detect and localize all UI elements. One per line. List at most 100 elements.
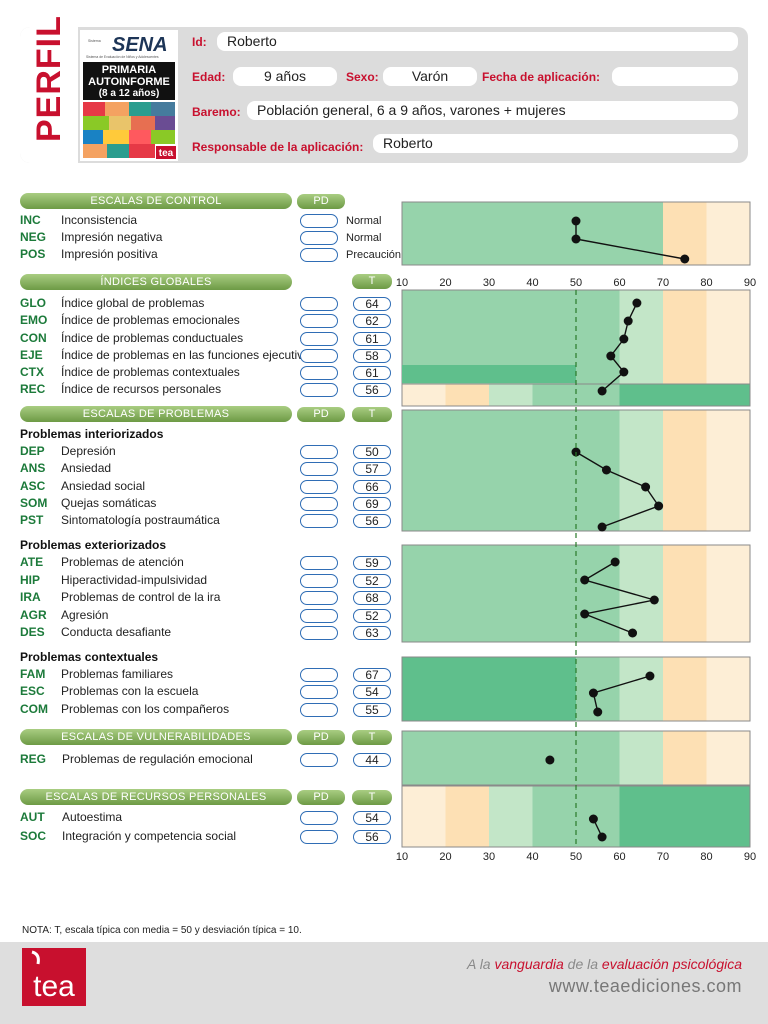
- section-recursos: ESCALAS DE RECURSOS PERSONALES: [20, 789, 292, 805]
- pd-field-eje[interactable]: [300, 349, 338, 363]
- point-rec: [597, 386, 607, 396]
- interiorizados-bands: [401, 409, 751, 532]
- sexo-field[interactable]: Varón: [383, 67, 477, 86]
- status-neg: Normal: [346, 232, 382, 244]
- t-field-com[interactable]: 55: [353, 703, 391, 717]
- control-bands: [401, 201, 751, 266]
- contextuales-bands: [401, 656, 751, 722]
- t-field-des[interactable]: 63: [353, 626, 391, 640]
- t-field-dep[interactable]: 50: [353, 445, 391, 459]
- nota-text: NOTA: T, escala típica con media = 50 y …: [22, 925, 302, 936]
- logo-publisher: tea: [159, 148, 174, 159]
- scale-abbr-inc: INC: [20, 213, 41, 227]
- fecha-field[interactable]: [612, 67, 738, 86]
- t-field-con[interactable]: 61: [353, 332, 391, 346]
- pd-field-ira[interactable]: [300, 591, 338, 605]
- t-field-esc[interactable]: 54: [353, 685, 391, 699]
- responsable-field[interactable]: Roberto: [373, 134, 738, 153]
- axis-bottom-tick-40: 40: [526, 851, 538, 863]
- pd-field-fam[interactable]: [300, 668, 338, 682]
- profile-chart: 10 20 30 40 50 60 70 80 90 10 20 30 40 50 60 70 80 90: [396, 201, 756, 863]
- point-aut: [588, 814, 598, 824]
- scale-abbr-asc: ASC: [20, 479, 46, 493]
- t-field-ate[interactable]: 59: [353, 556, 391, 570]
- pd-field-dep[interactable]: [300, 445, 338, 459]
- baremo-label: Baremo:: [192, 105, 241, 119]
- pd-field-glo[interactable]: [300, 297, 338, 311]
- t-field-asc[interactable]: 66: [353, 480, 391, 494]
- scale-name-ctx: Índice de problemas contextuales: [61, 365, 240, 379]
- svg-text:PERFIL: PERFIL: [30, 16, 68, 142]
- t-field-agr[interactable]: 52: [353, 609, 391, 623]
- pd-field-inc[interactable]: [300, 214, 338, 228]
- t-field-som[interactable]: 69: [353, 497, 391, 511]
- scale-abbr-pst: PST: [20, 513, 44, 527]
- scale-abbr-com: COM: [20, 702, 48, 716]
- pd-field-des[interactable]: [300, 626, 338, 640]
- t-field-pst[interactable]: 56: [353, 514, 391, 528]
- t-field-reg[interactable]: 44: [353, 753, 391, 767]
- pd-field-con[interactable]: [300, 332, 338, 346]
- scale-abbr-esc: ESC: [20, 684, 45, 698]
- t-column-label: T: [352, 790, 392, 805]
- baremo-field[interactable]: Población general, 6 a 9 años, varones +…: [247, 101, 738, 120]
- scale-abbr-ctx: CTX: [20, 365, 44, 379]
- t-field-eje[interactable]: 58: [353, 349, 391, 363]
- pd-field-soc[interactable]: [300, 830, 338, 844]
- scale-name-agr: Agresión: [61, 608, 109, 622]
- pd-field-aut[interactable]: [300, 811, 338, 825]
- pd-field-com[interactable]: [300, 703, 338, 717]
- scale-name-eje: Índice de problemas en las funciones eje…: [61, 348, 316, 362]
- scale-name-pst: Sintomatología postraumática: [61, 513, 220, 527]
- responsable-label: Responsable de la aplicación:: [192, 140, 364, 154]
- scale-abbr-hip: HIP: [20, 573, 41, 587]
- pd-field-neg[interactable]: [300, 231, 338, 245]
- scale-name-emo: Índice de problemas emocionales: [61, 313, 240, 327]
- logo-puzzle-art: [83, 102, 175, 158]
- point-ans: [601, 465, 611, 475]
- axis-top-tick-30: 30: [483, 277, 495, 289]
- axis-top-tick-50: 50: [570, 277, 582, 289]
- t-field-hip[interactable]: 52: [353, 574, 391, 588]
- pd-field-ctx[interactable]: [300, 366, 338, 380]
- pd-column-label: PD: [297, 194, 345, 209]
- scale-abbr-fam: FAM: [20, 667, 46, 681]
- scale-name-ira: Problemas de control de la ira: [61, 590, 221, 604]
- pd-field-pos[interactable]: [300, 248, 338, 262]
- scale-abbr-ans: ANS: [20, 461, 46, 475]
- t-field-aut[interactable]: 54: [353, 811, 391, 825]
- pd-field-ans[interactable]: [300, 462, 338, 476]
- edad-field[interactable]: 9 años: [233, 67, 337, 86]
- pd-field-asc[interactable]: [300, 480, 338, 494]
- id-field[interactable]: Roberto: [217, 32, 738, 51]
- scale-name-inc: Inconsistencia: [61, 213, 138, 227]
- t-field-soc[interactable]: 56: [353, 830, 391, 844]
- pd-field-emo[interactable]: [300, 314, 338, 328]
- website-link[interactable]: www.teaediciones.com: [548, 976, 742, 996]
- axis-bottom-tick-80: 80: [700, 851, 712, 863]
- pd-field-ate[interactable]: [300, 556, 338, 570]
- t-field-rec[interactable]: 56: [353, 383, 391, 397]
- rec-bands: [401, 383, 751, 407]
- point-neg: [571, 234, 581, 244]
- point-emo: [623, 316, 633, 326]
- pd-field-pst[interactable]: [300, 514, 338, 528]
- fecha-label: Fecha de aplicación:: [482, 70, 601, 84]
- scale-name-pos: Impresión positiva: [61, 247, 158, 261]
- point-fam: [645, 671, 655, 681]
- t-field-ans[interactable]: 57: [353, 462, 391, 476]
- pd-field-rec[interactable]: [300, 383, 338, 397]
- pd-field-agr[interactable]: [300, 609, 338, 623]
- point-glo: [632, 298, 642, 308]
- pd-field-esc[interactable]: [300, 685, 338, 699]
- t-field-fam[interactable]: 67: [353, 668, 391, 682]
- axis-bottom-tick-60: 60: [613, 851, 625, 863]
- point-agr: [580, 609, 590, 619]
- t-field-emo[interactable]: 62: [353, 314, 391, 328]
- t-field-ira[interactable]: 68: [353, 591, 391, 605]
- pd-field-hip[interactable]: [300, 574, 338, 588]
- pd-field-som[interactable]: [300, 497, 338, 511]
- t-field-glo[interactable]: 64: [353, 297, 391, 311]
- pd-field-reg[interactable]: [300, 753, 338, 767]
- t-field-ctx[interactable]: 61: [353, 366, 391, 380]
